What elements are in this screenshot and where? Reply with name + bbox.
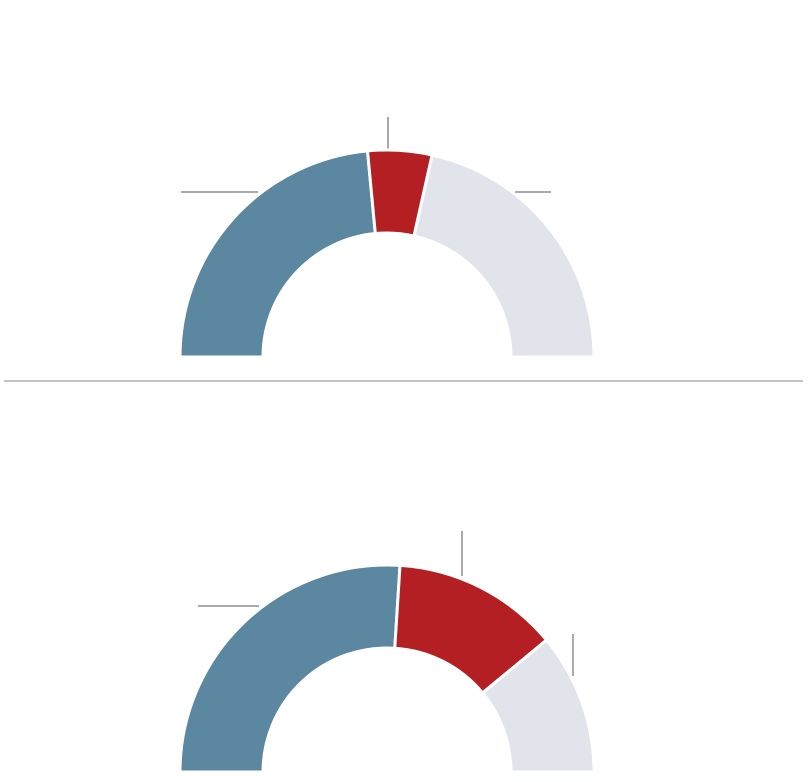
donut-segment <box>178 149 377 359</box>
donut-segment <box>178 563 402 774</box>
donut-segment <box>412 153 596 359</box>
donut-segment <box>480 637 596 774</box>
